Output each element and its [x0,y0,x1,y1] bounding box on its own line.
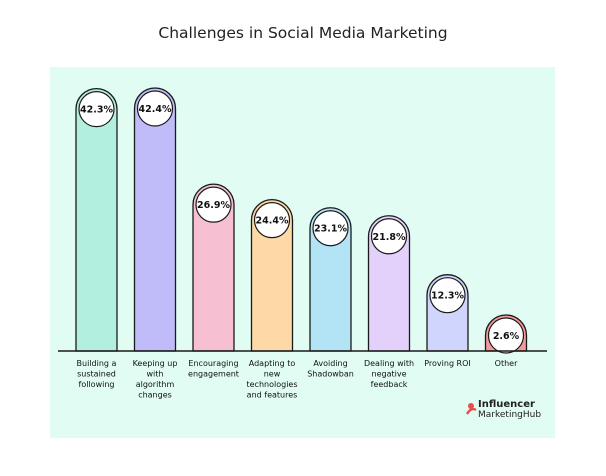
data-label: 26.9% [197,200,230,211]
value-badge [429,277,466,314]
bar [309,207,352,352]
bar [133,87,177,352]
chart-title: Challenges in Social Media Marketing [158,24,448,42]
value-badge [195,186,232,223]
influencer-marketing-hub-logo: Influencer MarketingHub [466,398,556,422]
data-label: 23.1% [314,224,347,235]
category-label: Proving ROI [424,359,471,368]
value-badge [136,90,174,127]
data-label: 42.3% [80,105,113,116]
brand-line-2: MarketingHub [478,410,542,420]
bar [75,87,118,352]
data-label: 21.8% [373,232,406,243]
category-label: Building a sustained following [77,359,117,389]
category-label: Encouraging engagement [188,359,239,379]
value-badge [370,218,408,255]
brand-mark-icon [466,403,477,415]
data-label: 2.6% [493,331,520,342]
value-badge [78,91,115,128]
category-label: Other [495,359,518,368]
category-label: Dealing with negative feedback [364,359,414,389]
category-label: Adapting to new technologies and features [247,359,298,400]
bar [250,199,294,352]
data-label: 12.3% [431,291,464,302]
category-label: Avoiding Shadowban [307,359,354,379]
data-label: 42.4% [139,104,172,115]
value-badge [312,210,349,247]
value-badge [487,317,525,354]
bar-chart: 42.3% Building a sustained following 42.4% Ke… [58,87,547,400]
data-label: 24.4% [256,216,289,227]
category-label: Keeping up with algorithm changes [133,359,178,400]
bar [192,183,235,352]
brand-line-1: Influencer [478,399,535,410]
value-badge [253,202,291,239]
